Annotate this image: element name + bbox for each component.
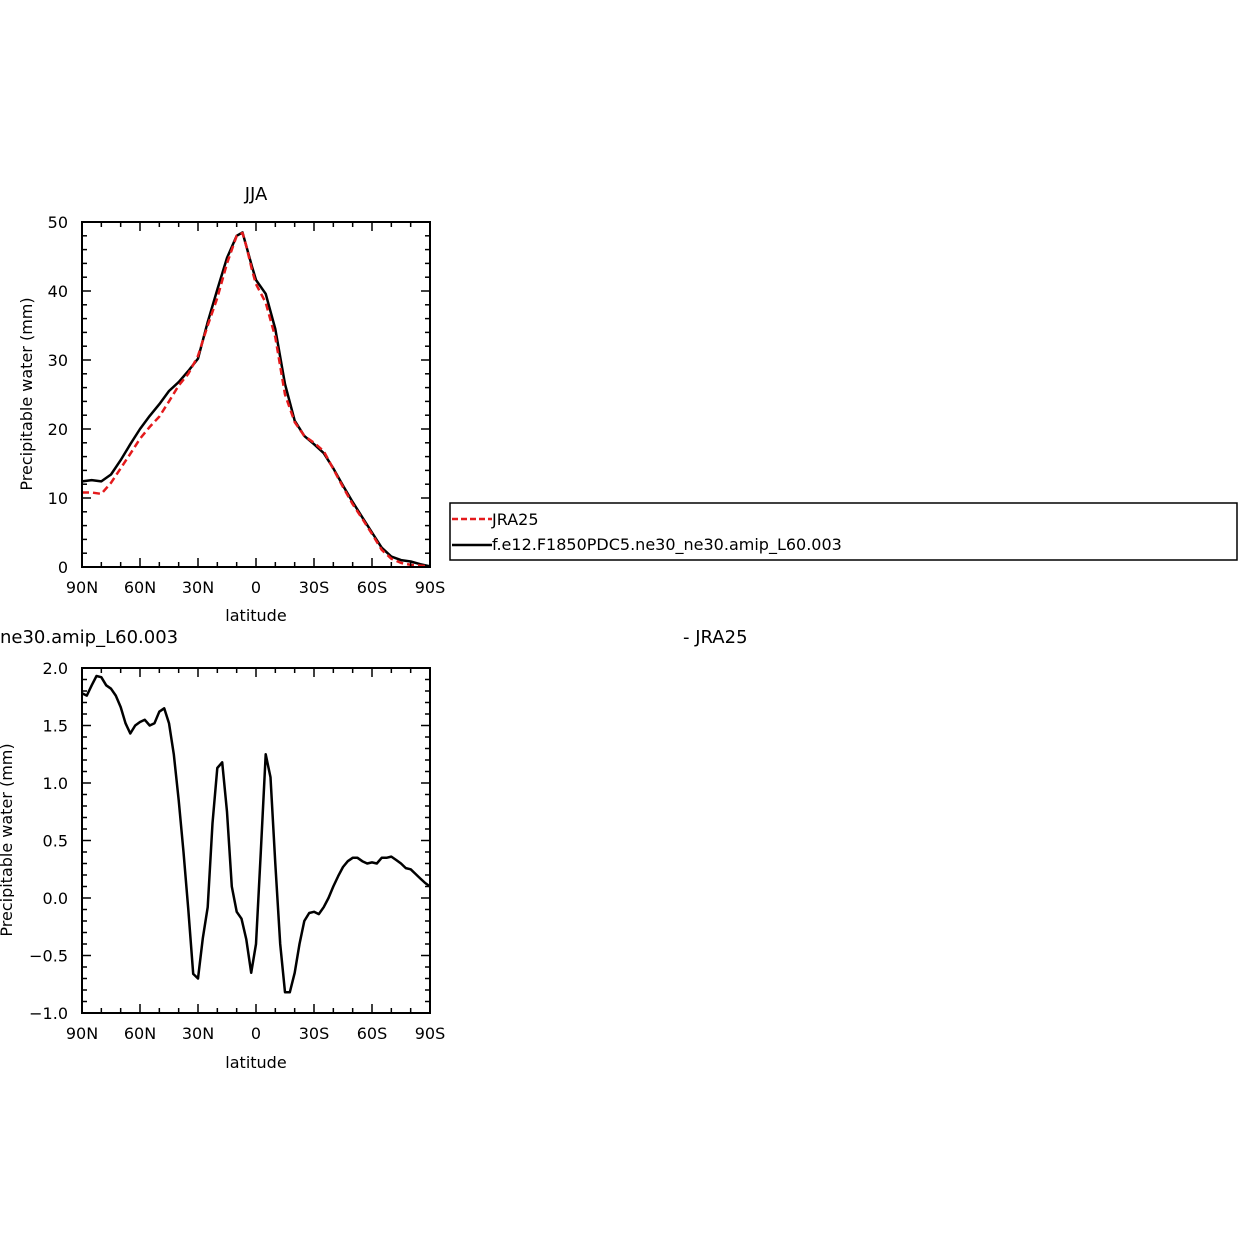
bottom-panel-y-tick-label: 0.5	[43, 832, 68, 851]
top-panel-x-tick-label: 30N	[182, 578, 214, 597]
bottom-panel-series-group	[81, 674, 431, 994]
bottom-panel-y-tick-label: −0.5	[29, 947, 68, 966]
bottom-panel-y-tick-label: 2.0	[43, 659, 68, 678]
top-panel-x-tick-label: 0	[251, 578, 261, 597]
top-panel-frame	[81, 221, 431, 568]
top-panel: JJA 90N 60N 30N 0 30S 60S 90S 0 10 20 30 40 50 latit…	[17, 184, 445, 625]
bottom-panel-x-tick-label: 90N	[66, 1024, 98, 1043]
bottom-panel: ne30.amip_L60.003 - JRA25 90N 60N 30N 0 30S 6…	[0, 627, 748, 1072]
bottom-panel-title-right: - JRA25	[683, 627, 748, 648]
top-panel-x-tick-label: 90S	[415, 578, 446, 597]
top-panel-x-tick-label: 90N	[66, 578, 98, 597]
top-panel-y-tick-label: 30	[48, 351, 68, 370]
legend-frame	[449, 502, 1238, 561]
bottom-panel-y-tick-label: 1.0	[43, 774, 68, 793]
top-panel-y-tick-label: 50	[48, 213, 68, 232]
top-panel-series-line-1	[81, 231, 431, 568]
bottom-panel-x-tick-label: 60S	[357, 1024, 388, 1043]
legend-entry-jra25: JRA25	[491, 510, 539, 529]
bottom-panel-series-line-0	[81, 674, 431, 994]
top-panel-y-tick-label: 0	[58, 558, 68, 577]
bottom-panel-y-tick-label: −1.0	[29, 1004, 68, 1023]
top-panel-x-axis-label: latitude	[225, 606, 286, 625]
top-panel-y-tick-label: 40	[48, 282, 68, 301]
bottom-panel-frame	[81, 667, 431, 1014]
bottom-panel-title-left: ne30.amip_L60.003	[0, 627, 178, 648]
bottom-panel-ticks: 90N 60N 30N 0 30S 60S 90S −1.0 −0.5 0.0 0.5 1.0 1.5 2…	[29, 659, 445, 1043]
bottom-panel-x-tick-label: 0	[251, 1024, 261, 1043]
top-panel-x-tick-label: 30S	[299, 578, 330, 597]
top-panel-ticks: 90N 60N 30N 0 30S 60S 90S 0 10 20 30 40 50	[48, 213, 446, 597]
bottom-panel-x-tick-label: 60N	[124, 1024, 156, 1043]
top-panel-x-tick-label: 60S	[357, 578, 388, 597]
top-panel-y-axis-label: Precipitable water (mm)	[17, 297, 36, 490]
bottom-panel-y-tick-label: 0.0	[43, 889, 68, 908]
bottom-panel-x-axis-label: latitude	[225, 1053, 286, 1072]
bottom-panel-y-axis-label: Precipitable water (mm)	[0, 743, 16, 936]
bottom-panel-y-tick-label: 1.5	[43, 717, 68, 736]
legend-entry-model: f.e12.F1850PDC5.ne30_ne30.amip_L60.003	[492, 535, 842, 555]
top-panel-title: JJA	[244, 184, 268, 205]
bottom-panel-x-tick-label: 30S	[299, 1024, 330, 1043]
bottom-panel-x-tick-label: 90S	[415, 1024, 446, 1043]
top-panel-series-line-0	[82, 231, 431, 568]
top-panel-series-group	[81, 231, 431, 568]
legend: JRA25 f.e12.F1850PDC5.ne30_ne30.amip_L60…	[449, 502, 1238, 561]
top-panel-y-tick-label: 20	[48, 420, 68, 439]
top-panel-x-tick-label: 60N	[124, 578, 156, 597]
top-panel-y-tick-label: 10	[48, 489, 68, 508]
bottom-panel-x-tick-label: 30N	[182, 1024, 214, 1043]
